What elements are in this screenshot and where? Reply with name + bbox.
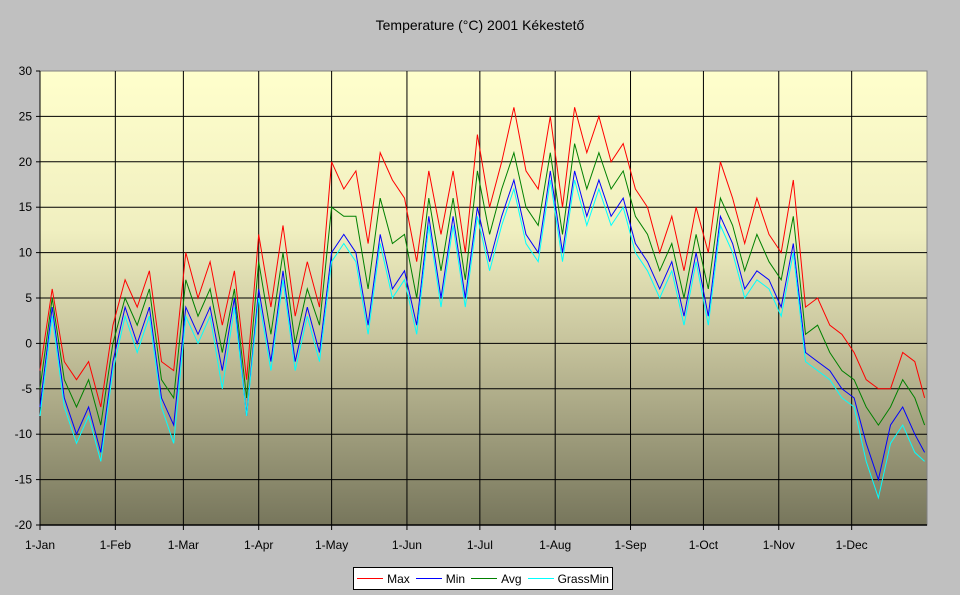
chart-title: Temperature (°C) 2001 Kékestető: [375, 17, 585, 33]
legend-label-grassmin: GrassMin: [557, 571, 609, 586]
x-tick-label: 1-Oct: [689, 538, 719, 552]
legend-label-max: Max: [387, 571, 410, 586]
y-tick-label: -20: [15, 518, 33, 532]
y-tick-label: -10: [15, 427, 33, 441]
legend-item-min: Min: [415, 571, 466, 586]
x-tick-label: 1-Jun: [392, 538, 422, 552]
series-line-min: [39, 170, 926, 482]
x-tick-label: 1-Sep: [615, 538, 647, 552]
y-tick-label: 30: [19, 64, 33, 78]
y-tick-label: -15: [15, 473, 33, 487]
series-line-max: [39, 107, 926, 408]
y-tick-label: 10: [19, 246, 33, 260]
x-tick-label: 1-Dec: [836, 538, 868, 552]
y-tick-label: -5: [21, 382, 32, 396]
series-line-avg: [39, 143, 926, 426]
legend-swatch-max: [357, 578, 384, 579]
legend-label-min: Min: [445, 571, 466, 586]
legend-label-avg: Avg: [501, 571, 522, 586]
x-tick-label: 1-Aug: [539, 538, 571, 552]
x-tick-label: 1-Mar: [168, 538, 199, 552]
legend-swatch-avg: [471, 578, 498, 579]
y-tick-label: 20: [19, 155, 33, 169]
legend: Max Min Avg GrassMin: [353, 567, 613, 590]
series-line-grassmin: [39, 179, 925, 500]
x-tick-label: 1-Feb: [100, 538, 132, 552]
x-tick-label: 1-Jan: [25, 538, 55, 552]
axes: 30 25 20 15 10 5 0 -5 -10 -15 -20 1-Jan 1-Feb 1-Mar 1-…: [15, 64, 927, 552]
legend-item-max: Max: [357, 572, 410, 586]
x-tick-label: 1-Nov: [763, 538, 795, 552]
x-tick-label: 1-Apr: [244, 538, 273, 552]
y-tick-label: 25: [19, 109, 33, 123]
x-tick-label: 1-May: [315, 538, 348, 552]
legend-item-avg: Avg: [471, 571, 522, 586]
series-lines: [39, 107, 926, 500]
y-tick-label: 5: [25, 291, 32, 305]
y-tick-label: 0: [25, 336, 32, 350]
legend-swatch-grassmin: [527, 578, 554, 579]
legend-swatch-min: [415, 578, 442, 579]
x-tick-label: 1-Jul: [467, 538, 493, 552]
y-tick-label: 15: [19, 200, 33, 214]
legend-item-grassmin: GrassMin: [527, 571, 609, 586]
